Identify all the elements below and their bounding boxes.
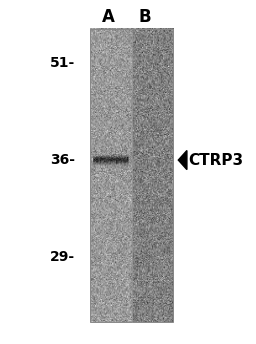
Text: A: A — [102, 8, 115, 26]
Text: B: B — [139, 8, 152, 26]
Text: 29-: 29- — [50, 250, 75, 264]
Text: 51-: 51- — [50, 56, 75, 70]
Text: CTRP3: CTRP3 — [188, 152, 243, 168]
Bar — [90, 29, 173, 322]
Text: 36-: 36- — [50, 153, 75, 167]
Polygon shape — [178, 151, 187, 170]
